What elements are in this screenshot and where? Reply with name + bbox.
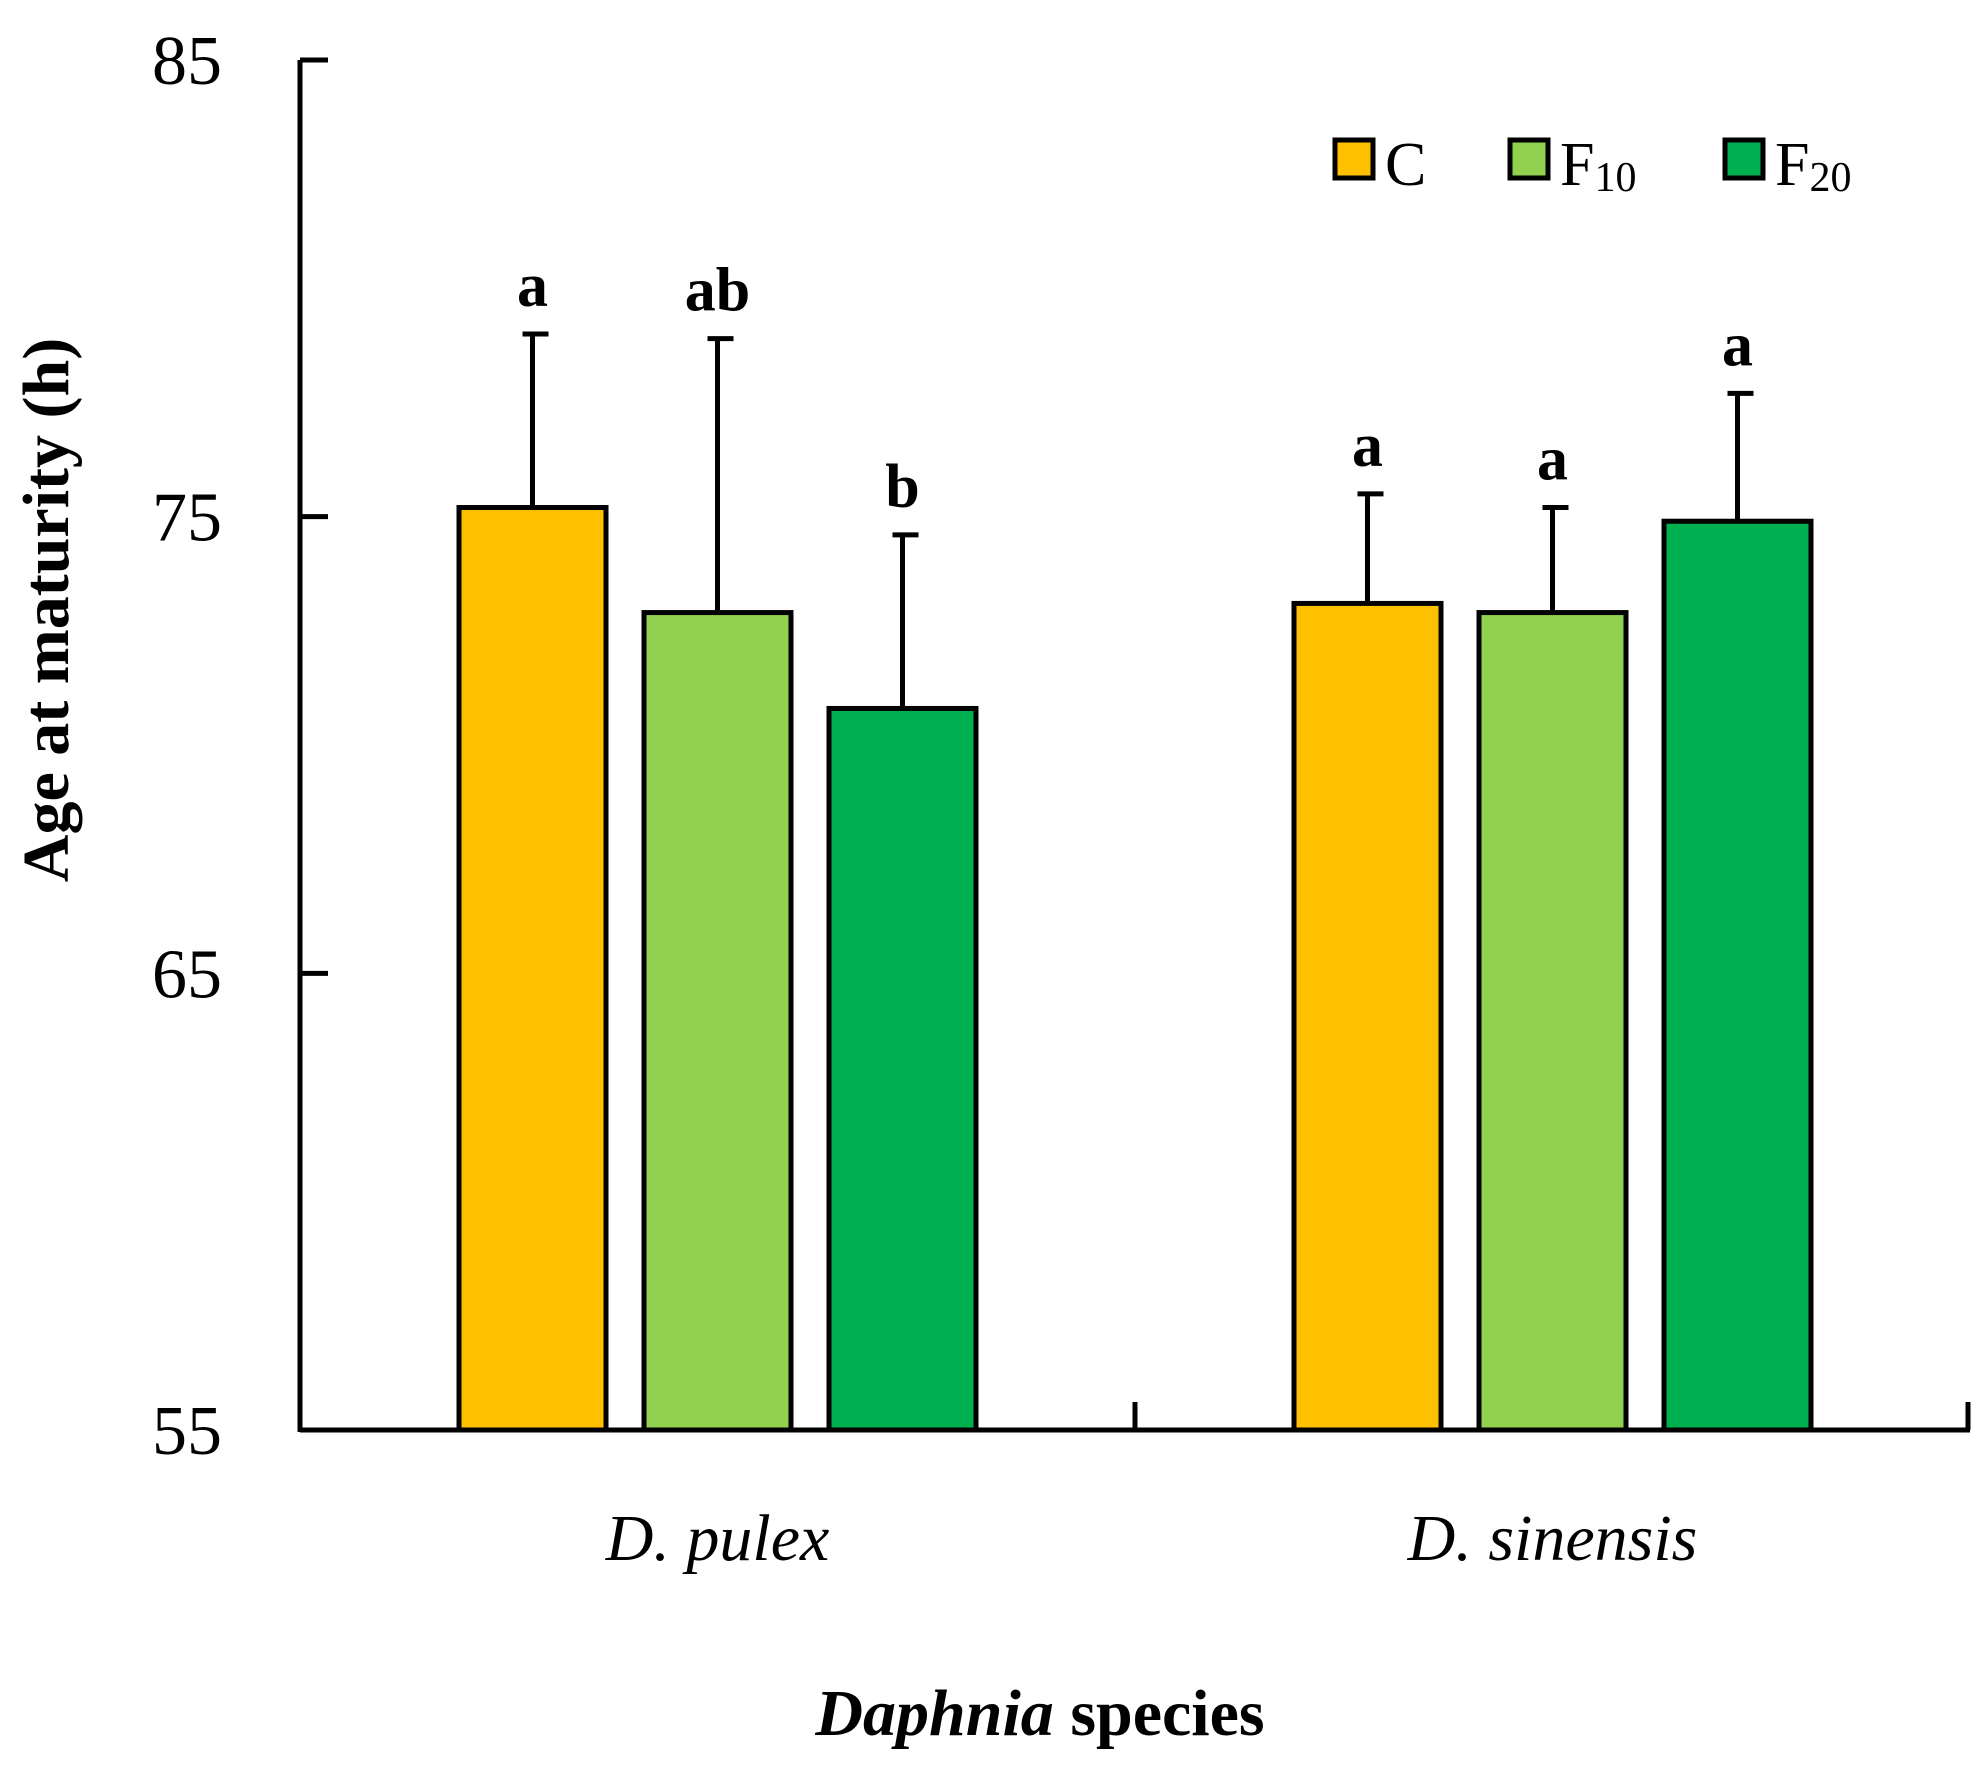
category-label: D. pulex bbox=[605, 1502, 830, 1575]
bar bbox=[456, 505, 609, 1433]
error-bars bbox=[522, 331, 1754, 709]
x-axis-label-rest: species bbox=[1054, 1677, 1265, 1750]
bar bbox=[1291, 600, 1444, 1433]
bar bbox=[826, 705, 979, 1433]
y-axis-label: Age at maturity (h) bbox=[10, 338, 83, 882]
legend-swatch bbox=[1722, 137, 1766, 181]
y-tick-label: 85 bbox=[152, 23, 222, 100]
significance-letter: ab bbox=[685, 257, 750, 325]
significance-letter: a bbox=[1722, 311, 1753, 379]
significance-letter: a bbox=[1352, 412, 1383, 480]
significance-letter: a bbox=[1537, 426, 1568, 494]
x-axis-label: Daphnia species bbox=[814, 1677, 1264, 1750]
y-tick-labels: 55 65 75 85 bbox=[152, 23, 222, 1470]
bar bbox=[1476, 610, 1629, 1433]
significance-letter: a bbox=[517, 252, 548, 320]
y-tick-label: 65 bbox=[152, 936, 222, 1013]
legend-swatch bbox=[1332, 137, 1376, 181]
legend-label: F10 bbox=[1560, 131, 1636, 201]
legend-label: F20 bbox=[1775, 131, 1851, 201]
significance-letter: b bbox=[885, 453, 919, 521]
legend-swatch bbox=[1507, 137, 1551, 181]
bar bbox=[1661, 518, 1814, 1433]
x-axis-label-italic: Daphnia bbox=[814, 1677, 1053, 1750]
bar bbox=[641, 610, 794, 1433]
category-labels: D. pulex D. sinensis bbox=[605, 1502, 1698, 1575]
bars bbox=[456, 505, 1814, 1433]
legend: C F10 F20 bbox=[1332, 131, 1851, 201]
category-label: D. sinensis bbox=[1407, 1502, 1698, 1575]
y-tick-label: 55 bbox=[152, 1393, 222, 1470]
y-tick-label: 75 bbox=[152, 480, 222, 557]
legend-label: C bbox=[1385, 131, 1426, 199]
significance-letters: a ab b a a a bbox=[517, 252, 1753, 521]
